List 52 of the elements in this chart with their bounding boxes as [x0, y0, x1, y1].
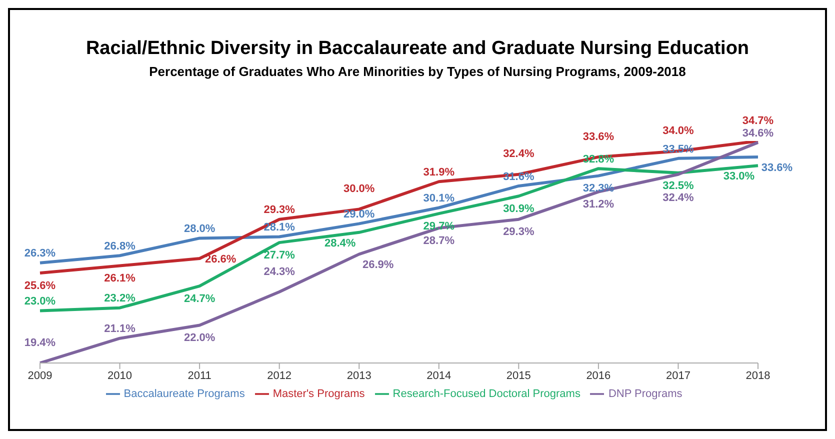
x-tick-label: 2017	[666, 370, 690, 382]
legend-label: Master's Programs	[272, 388, 365, 400]
data-label: 24.7%	[184, 292, 216, 305]
data-label: 27.7%	[264, 249, 296, 262]
data-label: 26.1%	[104, 272, 136, 285]
data-label: 26.3%	[24, 248, 56, 260]
data-label: 32.5%	[662, 180, 694, 192]
data-label: 29.3%	[503, 226, 534, 238]
legend-label: Research-Focused Doctoral Programs	[392, 388, 580, 400]
data-label: 23.0%	[24, 296, 56, 308]
x-tick-label: 2014	[426, 370, 452, 382]
data-label: 28.0%	[184, 223, 216, 236]
data-label: 26.9%	[362, 259, 394, 272]
x-tick-label: 2015	[506, 370, 531, 382]
x-tick-label: 2009	[28, 370, 52, 382]
data-label: 30.9%	[503, 202, 534, 215]
legend-label: Baccalaureate Programs	[124, 388, 245, 400]
data-label: 24.3%	[264, 266, 296, 278]
data-label: 26.6%	[204, 253, 236, 266]
data-label: 22.0%	[184, 332, 216, 344]
data-label: 23.2%	[104, 292, 136, 305]
data-label: 19.4%	[24, 336, 56, 349]
data-label: 26.8%	[104, 240, 136, 252]
data-label: 32.4%	[503, 148, 534, 160]
data-label: 30.1%	[423, 192, 455, 205]
data-label: 31.9%	[423, 166, 455, 178]
x-tick-label: 2016	[586, 370, 611, 382]
data-label: 33.6%	[582, 130, 614, 143]
data-label: 30.0%	[344, 183, 375, 196]
x-tick-label: 2018	[746, 370, 770, 382]
data-label: 34.7%	[742, 114, 774, 127]
x-tick-label: 2010	[108, 370, 132, 382]
data-label: 21.1%	[104, 323, 136, 336]
data-label: 33.6%	[761, 162, 793, 174]
data-label: 34.6%	[742, 127, 774, 140]
data-label: 29.3%	[264, 204, 296, 216]
data-label: 29.0%	[344, 208, 375, 221]
chart-title: Racial/Ethnic Diversity in Baccalaureate and Graduate Nursing Education	[84, 38, 750, 60]
data-label: 25.6%	[24, 280, 56, 292]
data-label: 28.4%	[324, 237, 356, 250]
data-label: 33.5%	[662, 143, 694, 156]
data-label: 28.1%	[264, 222, 296, 234]
data-label: 28.7%	[423, 234, 455, 247]
x-tick-label: 2011	[188, 370, 212, 382]
x-tick-label: 2013	[346, 370, 372, 382]
legend-label: DNP Programs	[608, 388, 682, 400]
chart-subtitle: Percentage of Graduates Who Are Minorities by Types of Nursing Programs, 2009-2018	[148, 64, 687, 79]
data-label: 33.0%	[723, 170, 755, 183]
data-label: 34.0%	[662, 125, 694, 138]
x-tick-label: 2012	[267, 370, 292, 382]
data-label: 32.4%	[662, 192, 694, 204]
data-label: 31.2%	[582, 198, 614, 211]
